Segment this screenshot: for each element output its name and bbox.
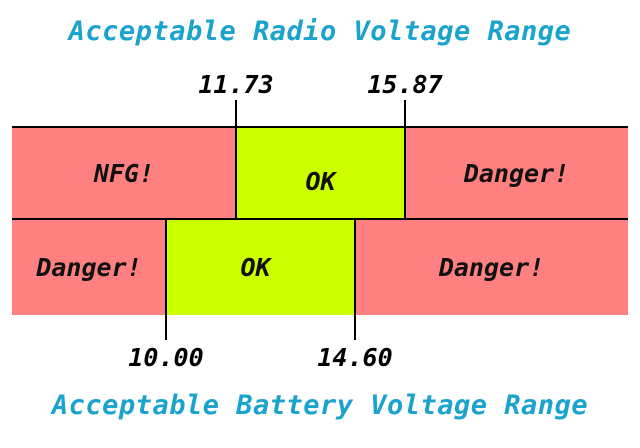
battery-range-title: Acceptable Battery Voltage Range [51,390,589,421]
battery-high-threshold-label: 14.60 [317,343,393,372]
radio-high-threshold-line [404,100,406,220]
battery-zone-ok-label: OK [240,252,271,282]
battery-zone-high: Danger! [355,219,628,315]
radio-row-top-border [12,126,628,128]
row-divider [12,218,628,220]
radio-high-threshold-label: 15.87 [367,70,443,99]
radio-zone-high-label: Danger! [463,158,570,188]
battery-low-threshold-label: 10.00 [128,343,204,372]
radio-zone-low: NFG! [12,127,236,219]
battery-zone-high-label: Danger! [438,252,545,282]
radio-zone-high: Danger! [405,127,628,219]
radio-range-title: Acceptable Radio Voltage Range [68,16,572,47]
radio-zone-ok-label: OK [305,166,336,196]
radio-low-threshold-label: 11.73 [198,70,274,99]
radio-zone-low-label: NFG! [93,158,155,188]
battery-zone-low-label: Danger! [36,252,142,282]
radio-zone-ok: OK [236,127,405,219]
battery-low-threshold-line [165,218,167,340]
radio-low-threshold-line [235,100,237,220]
battery-zone-low: Danger! [12,219,166,315]
battery-zone-ok: OK [166,219,355,315]
battery-high-threshold-line [354,218,356,340]
